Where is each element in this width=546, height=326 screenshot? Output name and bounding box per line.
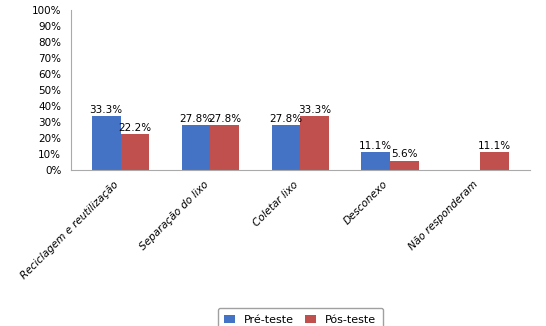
Text: 5.6%: 5.6% (391, 149, 418, 159)
Bar (390, 161, 419, 170)
Bar (271, 125, 300, 170)
Text: 33.3%: 33.3% (298, 105, 331, 115)
Bar (92, 116, 121, 170)
Bar (480, 152, 509, 170)
Legend: Pré-teste, Pós-teste: Pré-teste, Pós-teste (217, 308, 383, 326)
Text: 22.2%: 22.2% (118, 123, 152, 133)
Bar (361, 152, 390, 170)
Text: 27.8%: 27.8% (208, 114, 241, 124)
Text: 33.3%: 33.3% (90, 105, 123, 115)
Text: 27.8%: 27.8% (269, 114, 302, 124)
Text: 11.1%: 11.1% (478, 141, 511, 151)
Bar (300, 116, 329, 170)
Text: 27.8%: 27.8% (180, 114, 212, 124)
Bar (210, 125, 239, 170)
Bar (182, 125, 210, 170)
Bar (121, 134, 150, 170)
Text: 11.1%: 11.1% (359, 141, 393, 151)
